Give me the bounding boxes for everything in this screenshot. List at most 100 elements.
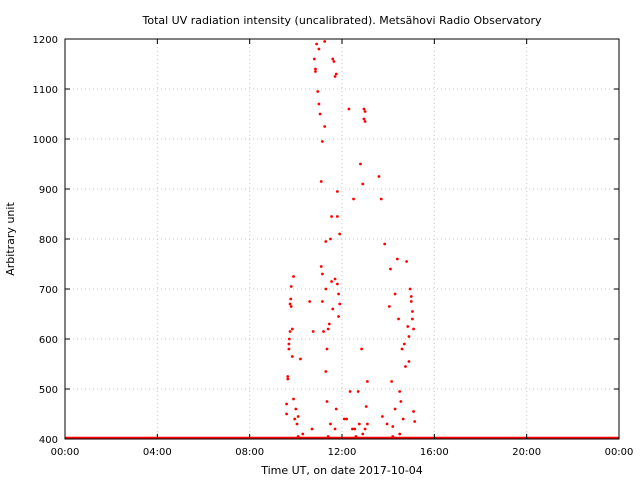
data-point [334, 72, 338, 76]
data-point [320, 272, 324, 276]
data-point [404, 365, 407, 368]
data-point [338, 232, 342, 236]
data-point [323, 125, 327, 128]
data-point [391, 425, 395, 428]
data-point [314, 67, 317, 71]
x-tick-label: 20:00 [512, 447, 541, 458]
data-point [312, 57, 316, 61]
data-point [363, 427, 367, 431]
data-point [337, 292, 340, 296]
data-point [383, 242, 387, 246]
data-point [320, 140, 324, 143]
x-axis-title: Time UT, on date 2017-10-04 [260, 464, 423, 477]
y-tick-label: 800 [39, 235, 58, 246]
data-point [329, 422, 332, 426]
data-point [335, 282, 339, 286]
data-point [412, 327, 415, 331]
data-point [338, 302, 342, 306]
data-point [311, 330, 315, 333]
x-tick-label: 04:00 [143, 447, 172, 458]
data-point [285, 412, 288, 416]
data-point [356, 390, 360, 393]
data-point [285, 402, 288, 406]
data-point [405, 260, 409, 263]
data-point [398, 390, 402, 393]
data-point [286, 377, 290, 381]
data-point [350, 427, 354, 431]
data-point [396, 257, 399, 261]
data-point [361, 182, 365, 186]
data-point [407, 335, 411, 338]
data-point [288, 302, 292, 306]
data-point [379, 197, 383, 201]
data-point [387, 305, 391, 308]
data-point [413, 420, 417, 423]
data-point [393, 407, 397, 411]
data-point [354, 435, 358, 438]
data-point [290, 355, 294, 358]
data-point [325, 400, 329, 403]
x-tick-label: 00:00 [605, 447, 634, 458]
data-point [319, 180, 323, 183]
data-point [363, 120, 367, 123]
data-point [292, 397, 295, 401]
data-point [330, 280, 334, 283]
data-point [335, 215, 339, 218]
data-point [402, 342, 406, 346]
y-tick-label: 600 [39, 335, 58, 346]
data-point [286, 375, 290, 378]
data-point [357, 422, 361, 426]
data-point [397, 317, 400, 321]
data-point [325, 347, 329, 351]
data-point [327, 322, 331, 326]
data-point [391, 435, 395, 438]
data-point [331, 307, 335, 311]
data-point [380, 415, 384, 418]
data-point [362, 117, 366, 121]
data-point [399, 400, 403, 403]
data-point [292, 275, 295, 278]
data-point [406, 325, 410, 328]
y-tick-label: 1100 [33, 85, 58, 96]
data-point [299, 357, 302, 361]
data-point [333, 427, 337, 431]
data-point [337, 315, 340, 318]
data-point [317, 47, 321, 51]
data-point [287, 347, 291, 351]
data-point [385, 422, 389, 426]
data-point [348, 390, 352, 393]
data-point [365, 422, 369, 426]
data-point [353, 427, 357, 431]
data-point [359, 162, 362, 166]
data-point [289, 305, 293, 308]
points-layer [285, 40, 417, 438]
data-point [390, 380, 394, 383]
data-point [293, 417, 297, 421]
data-point [333, 75, 337, 78]
data-point [322, 330, 325, 333]
data-point [288, 330, 292, 333]
data-point [290, 327, 294, 331]
data-point [400, 347, 404, 351]
data-point [289, 285, 293, 288]
data-point [411, 310, 414, 313]
data-point [287, 337, 291, 341]
y-tick-label: 400 [39, 435, 58, 446]
data-point [377, 175, 381, 178]
data-point [409, 300, 413, 303]
data-point [315, 42, 319, 46]
x-tick-label: 08:00 [235, 447, 264, 458]
data-point [334, 407, 338, 411]
data-point [411, 317, 414, 321]
data-point [393, 292, 397, 296]
data-point [389, 267, 392, 271]
data-point [296, 415, 300, 418]
data-point [329, 237, 332, 241]
y-tick-label: 900 [39, 185, 58, 196]
data-point [360, 347, 364, 351]
data-point [287, 342, 291, 346]
data-point [407, 360, 411, 363]
x-tick-label: 16:00 [420, 447, 449, 458]
data-point [363, 110, 367, 113]
